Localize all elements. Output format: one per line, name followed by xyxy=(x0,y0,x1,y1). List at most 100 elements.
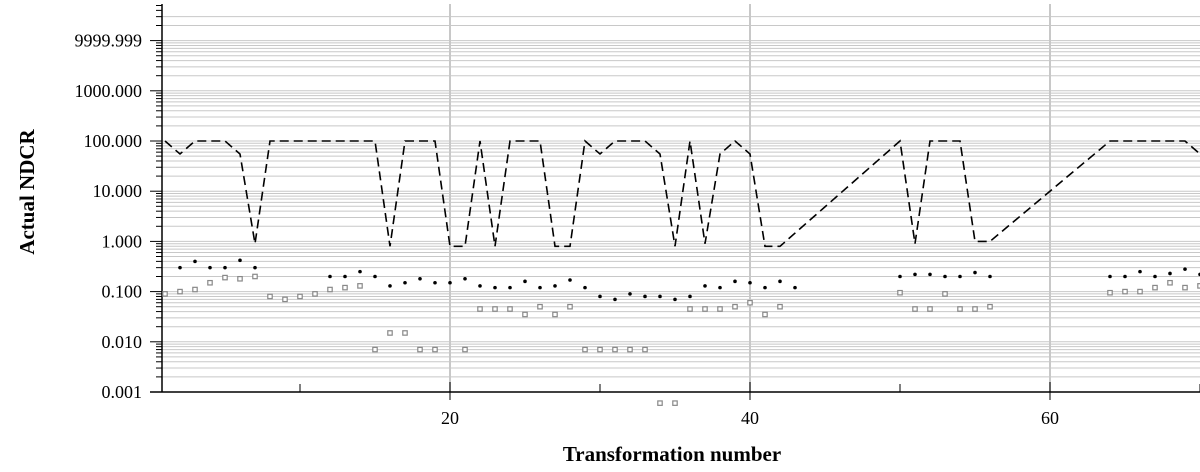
data-point-square xyxy=(642,346,648,353)
data-point-square xyxy=(222,274,228,281)
data-point-dot xyxy=(1123,274,1127,279)
data-point-square xyxy=(942,291,948,297)
data-point-square xyxy=(282,296,288,303)
data-point-square xyxy=(537,303,543,310)
data-point-dot xyxy=(1108,274,1112,279)
data-point-square xyxy=(522,311,528,318)
data-point-square xyxy=(1107,289,1113,296)
data-point-dot xyxy=(433,280,437,285)
data-point-dot xyxy=(973,270,977,275)
data-point-dot xyxy=(523,279,527,284)
data-point-dot xyxy=(718,285,722,290)
data-point-square xyxy=(1137,288,1143,295)
data-point-square xyxy=(717,306,723,312)
data-point-dot xyxy=(1183,267,1187,271)
data-point-dot xyxy=(568,278,572,282)
data-point-dot xyxy=(373,274,377,279)
series-layer xyxy=(162,139,1200,406)
x-tick-label: 60 xyxy=(1041,408,1059,428)
axes xyxy=(150,4,1200,400)
data-point-square xyxy=(1152,284,1158,291)
data-point-square xyxy=(912,306,918,312)
data-point-square xyxy=(342,284,348,291)
data-point-dot xyxy=(628,292,632,296)
data-point-square xyxy=(987,303,993,310)
data-point-dot xyxy=(793,285,797,290)
data-point-square xyxy=(372,346,378,353)
data-point-dot xyxy=(733,279,737,284)
data-point-square xyxy=(702,306,708,312)
data-point-dot xyxy=(763,285,767,290)
data-point-square xyxy=(177,288,183,295)
data-point-square xyxy=(417,346,423,353)
data-point-square xyxy=(597,346,603,353)
data-point-square xyxy=(387,330,393,336)
data-point-square xyxy=(297,293,303,300)
data-point-square xyxy=(252,273,258,280)
data-point-square xyxy=(627,346,633,353)
y-tick-label: 0.100 xyxy=(102,282,143,302)
data-point-square xyxy=(957,306,963,312)
y-axis-title: Actual NDCR xyxy=(15,128,39,254)
data-point-dot xyxy=(943,274,947,279)
series-line-dashed xyxy=(164,139,1200,248)
data-point-dot xyxy=(238,258,242,263)
data-point-square xyxy=(477,306,483,312)
data-point-dot xyxy=(223,265,227,270)
data-point-square xyxy=(432,346,438,353)
data-point-square xyxy=(357,283,363,289)
data-point-dot xyxy=(748,280,752,285)
data-point-square xyxy=(927,306,933,312)
data-point-square xyxy=(162,291,168,297)
data-point-dot xyxy=(1168,271,1172,276)
data-point-square xyxy=(612,346,618,353)
data-point-dot xyxy=(448,280,452,285)
data-point-square xyxy=(1122,288,1128,295)
data-point-dot xyxy=(193,259,197,264)
data-point-dot xyxy=(478,284,482,288)
data-point-dot xyxy=(343,274,347,279)
data-point-dot xyxy=(403,280,407,285)
data-point-square xyxy=(747,299,753,306)
data-point-dot xyxy=(508,285,512,290)
y-tick-label: 0.010 xyxy=(102,332,143,352)
y-tick-label: 9999.999 xyxy=(75,31,143,51)
data-point-dot xyxy=(913,272,917,277)
data-point-square xyxy=(567,303,573,310)
data-point-dot xyxy=(928,272,932,277)
data-point-square xyxy=(207,279,213,286)
data-point-dot xyxy=(778,279,782,284)
data-point-dot xyxy=(463,276,467,281)
x-tick-label: 20 xyxy=(441,408,459,428)
data-point-square xyxy=(312,291,318,297)
data-point-dot xyxy=(208,265,212,270)
y-tick-label: 0.001 xyxy=(102,382,143,402)
data-point-dot xyxy=(598,294,602,299)
y-tick-label: 100.000 xyxy=(84,131,143,151)
data-point-square xyxy=(327,286,333,293)
x-axis-title: Transformation number xyxy=(563,442,781,466)
data-point-square xyxy=(672,400,678,406)
data-point-square xyxy=(657,400,663,406)
data-point-dot xyxy=(958,274,962,279)
data-point-dot xyxy=(658,294,662,299)
y-tick-label: 1.000 xyxy=(102,231,143,251)
data-point-dot xyxy=(688,294,692,299)
y-tick-label: 10.000 xyxy=(93,181,143,201)
data-point-square xyxy=(237,275,243,282)
data-point-dot xyxy=(673,297,677,302)
x-tick-label: 40 xyxy=(741,408,759,428)
data-point-dot xyxy=(553,284,557,288)
data-point-square xyxy=(507,306,513,312)
data-point-dot xyxy=(493,285,497,290)
data-point-square xyxy=(402,330,408,336)
data-point-square xyxy=(492,306,498,312)
data-point-square xyxy=(267,293,273,300)
tick-labels: 0.001 0.010 0.100 1.000 10.000 100.000 1000.00… xyxy=(75,31,1060,428)
data-point-square xyxy=(462,346,468,353)
data-point-square xyxy=(972,306,978,312)
data-point-dot xyxy=(898,274,902,279)
data-point-square xyxy=(552,311,558,318)
data-point-dot xyxy=(703,284,707,288)
